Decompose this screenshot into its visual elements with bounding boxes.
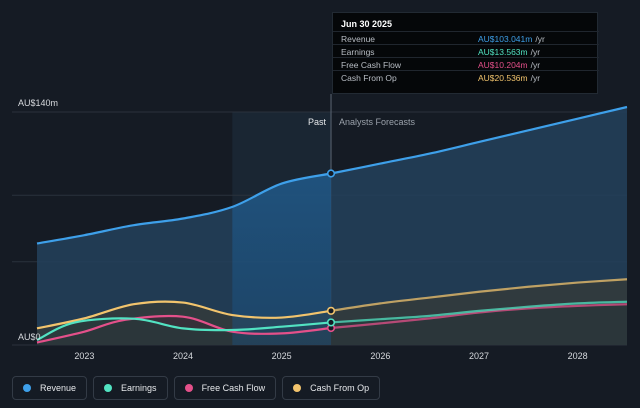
x-tick-label: 2023: [74, 351, 94, 361]
tooltip-unit: /yr: [535, 34, 545, 44]
tooltip: Jun 30 2025 Revenue AU$103.041m/yr Earni…: [332, 12, 599, 94]
y-axis-top-label: AU$140m: [18, 98, 58, 108]
tooltip-label: Revenue: [341, 34, 376, 44]
free-cash-flow-line-forecast: [330, 303, 628, 330]
tooltip-row-revenue: Revenue AU$103.041m/yr: [333, 31, 599, 44]
past-label: Past: [308, 117, 327, 127]
earnings-marker: [326, 318, 336, 327]
legend-item-earnings[interactable]: Earnings: [93, 376, 168, 400]
forecast-label: Analysts Forecasts: [339, 117, 416, 127]
cash-from-op-line-past: [36, 300, 332, 330]
axis-labels: AU$140m AU$0 Past Analysts Forecasts: [18, 98, 416, 342]
tooltip-unit: /yr: [530, 60, 541, 70]
legend-label: Earnings: [121, 383, 157, 393]
revenue-marker: [326, 169, 336, 178]
legend-dot-icon: [23, 384, 31, 392]
legend-dot-icon: [184, 384, 193, 392]
series-lines: [36, 105, 628, 344]
cash-from-op-line-forecast: [330, 278, 628, 312]
revenue-past-highlight: [232, 173, 332, 345]
legend-item-free-cash-flow[interactable]: Free Cash Flow: [173, 376, 277, 400]
legend-dot-icon: [293, 384, 302, 392]
tooltip-label: Earnings: [341, 47, 375, 57]
tooltip-value: AU$103.041m: [478, 34, 533, 44]
legend-label: Free Cash Flow: [201, 383, 266, 393]
legend-dot-icon: [104, 384, 113, 392]
legend-label: Cash From Op: [310, 383, 370, 393]
x-tick-label: 2028: [568, 351, 588, 361]
earnings-line-forecast: [330, 300, 628, 324]
revenue-area: [37, 107, 627, 345]
legend-item-cash-from-op[interactable]: Cash From Op: [282, 376, 381, 400]
tooltip-label: Cash From Op: [341, 73, 397, 83]
revenue-line-past: [36, 172, 332, 245]
earnings-line-past: [36, 317, 332, 342]
tooltip-unit: /yr: [530, 73, 541, 83]
x-tick-label: 2025: [272, 351, 292, 361]
tooltip-row-cash-from-op: Cash From Op AU$20.536m/yr: [333, 70, 599, 83]
x-tick-label: 2027: [469, 351, 489, 361]
tooltip-row-free-cash-flow: Free Cash Flow AU$10.204m/yr: [333, 57, 599, 70]
tooltip-date: Jun 30 2025: [341, 19, 393, 29]
free-cash-flow-line-past: [36, 314, 332, 344]
legend: Revenue Earnings Free Cash Flow Cash Fro…: [12, 376, 381, 400]
legend-item-revenue[interactable]: Revenue: [12, 376, 88, 400]
revenue-line-forecast: [330, 105, 628, 175]
x-tick-label: 2026: [370, 351, 390, 361]
tooltip-unit: /yr: [530, 47, 541, 57]
tooltip-label: Free Cash Flow: [341, 60, 401, 70]
x-tick-label: 2024: [173, 351, 193, 361]
cash-from-op-marker: [326, 306, 336, 315]
tooltip-value: AU$10.204m: [478, 60, 528, 70]
x-axis-ticks: 2023 2024 2025 2026 2027 2028: [74, 351, 587, 361]
series-markers: [326, 169, 336, 333]
tooltip-value: AU$20.536m: [478, 73, 528, 83]
tooltip-value: AU$13.563m: [478, 47, 528, 57]
y-axis-zero-label: AU$0: [18, 332, 41, 342]
legend-label: Revenue: [40, 383, 77, 393]
tooltip-row-earnings: Earnings AU$13.563m/yr: [333, 44, 599, 57]
